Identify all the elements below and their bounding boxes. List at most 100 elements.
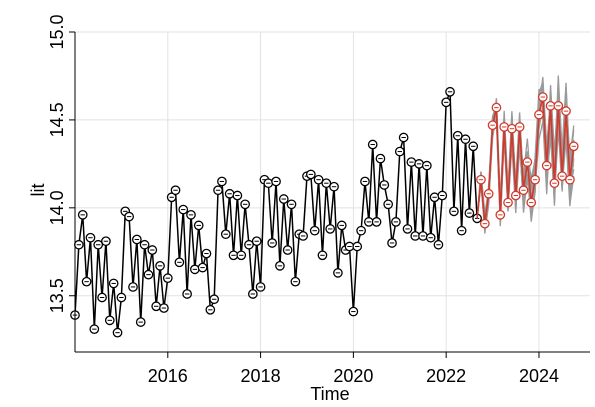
forecast-point [507,123,517,134]
observed-point [460,134,471,145]
observed-point [251,236,262,247]
observed-point [193,220,204,231]
observed-point [236,250,247,261]
observed-point [286,199,297,210]
y-tick-label-2: 14.5 [47,102,67,137]
observed-point [248,289,258,299]
y-axis-label: lit [28,184,48,197]
observed-point [201,248,212,259]
observed-point [108,278,119,289]
observed-point [437,190,448,201]
observed-point [325,224,336,234]
observed-point [305,169,316,180]
observed-point [178,204,189,215]
observed-point [275,260,285,271]
observed-point [135,317,146,327]
observed-point [321,178,332,189]
observed-point [104,315,115,326]
forecast-point [557,171,568,182]
observed-line [74,91,478,333]
observed-point [282,245,293,255]
observed-point [452,130,463,141]
observed-point [143,269,154,280]
observed-point [418,231,428,241]
observed-point [433,239,444,250]
observed-point [402,224,413,234]
observed-point [74,239,84,250]
observed-point [290,276,301,287]
observed-point [336,220,347,231]
observed-point [132,234,142,245]
observed-point [309,225,320,236]
x-axis-label: Time [310,384,349,402]
forecast-point [553,100,564,111]
observed-point [379,180,390,190]
tick-labels: 2016 2018 2020 2022 2024 13.5 14.0 14.5 15.0 [47,14,559,386]
observed-point [398,132,409,143]
observed-point [190,264,200,275]
observed-point [116,292,127,303]
forecast-point [565,174,575,185]
forecast-point [476,174,486,185]
observed-point [85,232,96,243]
observed-point [255,282,266,292]
observed-point [186,210,196,220]
observed-point [128,282,138,292]
observed-point [162,273,173,284]
x-tick-label-0: 2016 [148,366,188,386]
observed-point [244,239,254,250]
forecast-point [499,122,510,132]
observed-point [101,236,111,247]
observed-point [93,239,104,250]
observed-point [271,176,281,187]
forecast-point [510,190,521,201]
observed-point [449,206,459,217]
observed-point [441,97,452,108]
observed-point [421,160,432,171]
observed-point [371,217,382,227]
observed-point [205,304,216,315]
observed-point [267,238,278,248]
observed-point [348,306,359,317]
observed-point [375,153,386,164]
observed-point [217,176,227,187]
observed-point [464,208,475,218]
observed-point [425,232,436,243]
observed-point [468,141,479,152]
grid [75,31,590,352]
observed-point [333,268,343,278]
y-tick-label-0: 13.5 [47,278,67,313]
observed-point [445,86,455,97]
observed-point [414,159,424,169]
forecast-point [487,120,498,131]
observed-point [147,245,158,255]
observed-point [89,324,100,334]
forecast-point [483,188,494,199]
observed-point [406,157,417,167]
observed-point [298,231,308,241]
forecast-point [534,109,544,120]
forecast-series [476,92,579,229]
forecast-point [526,197,537,208]
y-tick-label-1: 14.0 [47,190,67,225]
observed-point [344,241,355,252]
forecast-point [522,157,533,167]
forecast-point [495,210,506,220]
forecast-point [518,185,529,196]
forecast-point [491,102,502,113]
observed-point [197,262,208,273]
y-tick-label-3: 15.0 [47,14,67,49]
observed-point [360,176,370,187]
observed-point [456,225,467,236]
observed-point [391,217,401,227]
observed-point [159,303,169,313]
observed-point [174,257,185,268]
forecast-point [545,100,556,111]
observed-point [367,139,378,150]
observed-point [228,250,239,261]
observed-series [70,86,482,338]
axes [74,32,590,353]
forecast-point [514,122,525,132]
observed-point [356,225,366,236]
